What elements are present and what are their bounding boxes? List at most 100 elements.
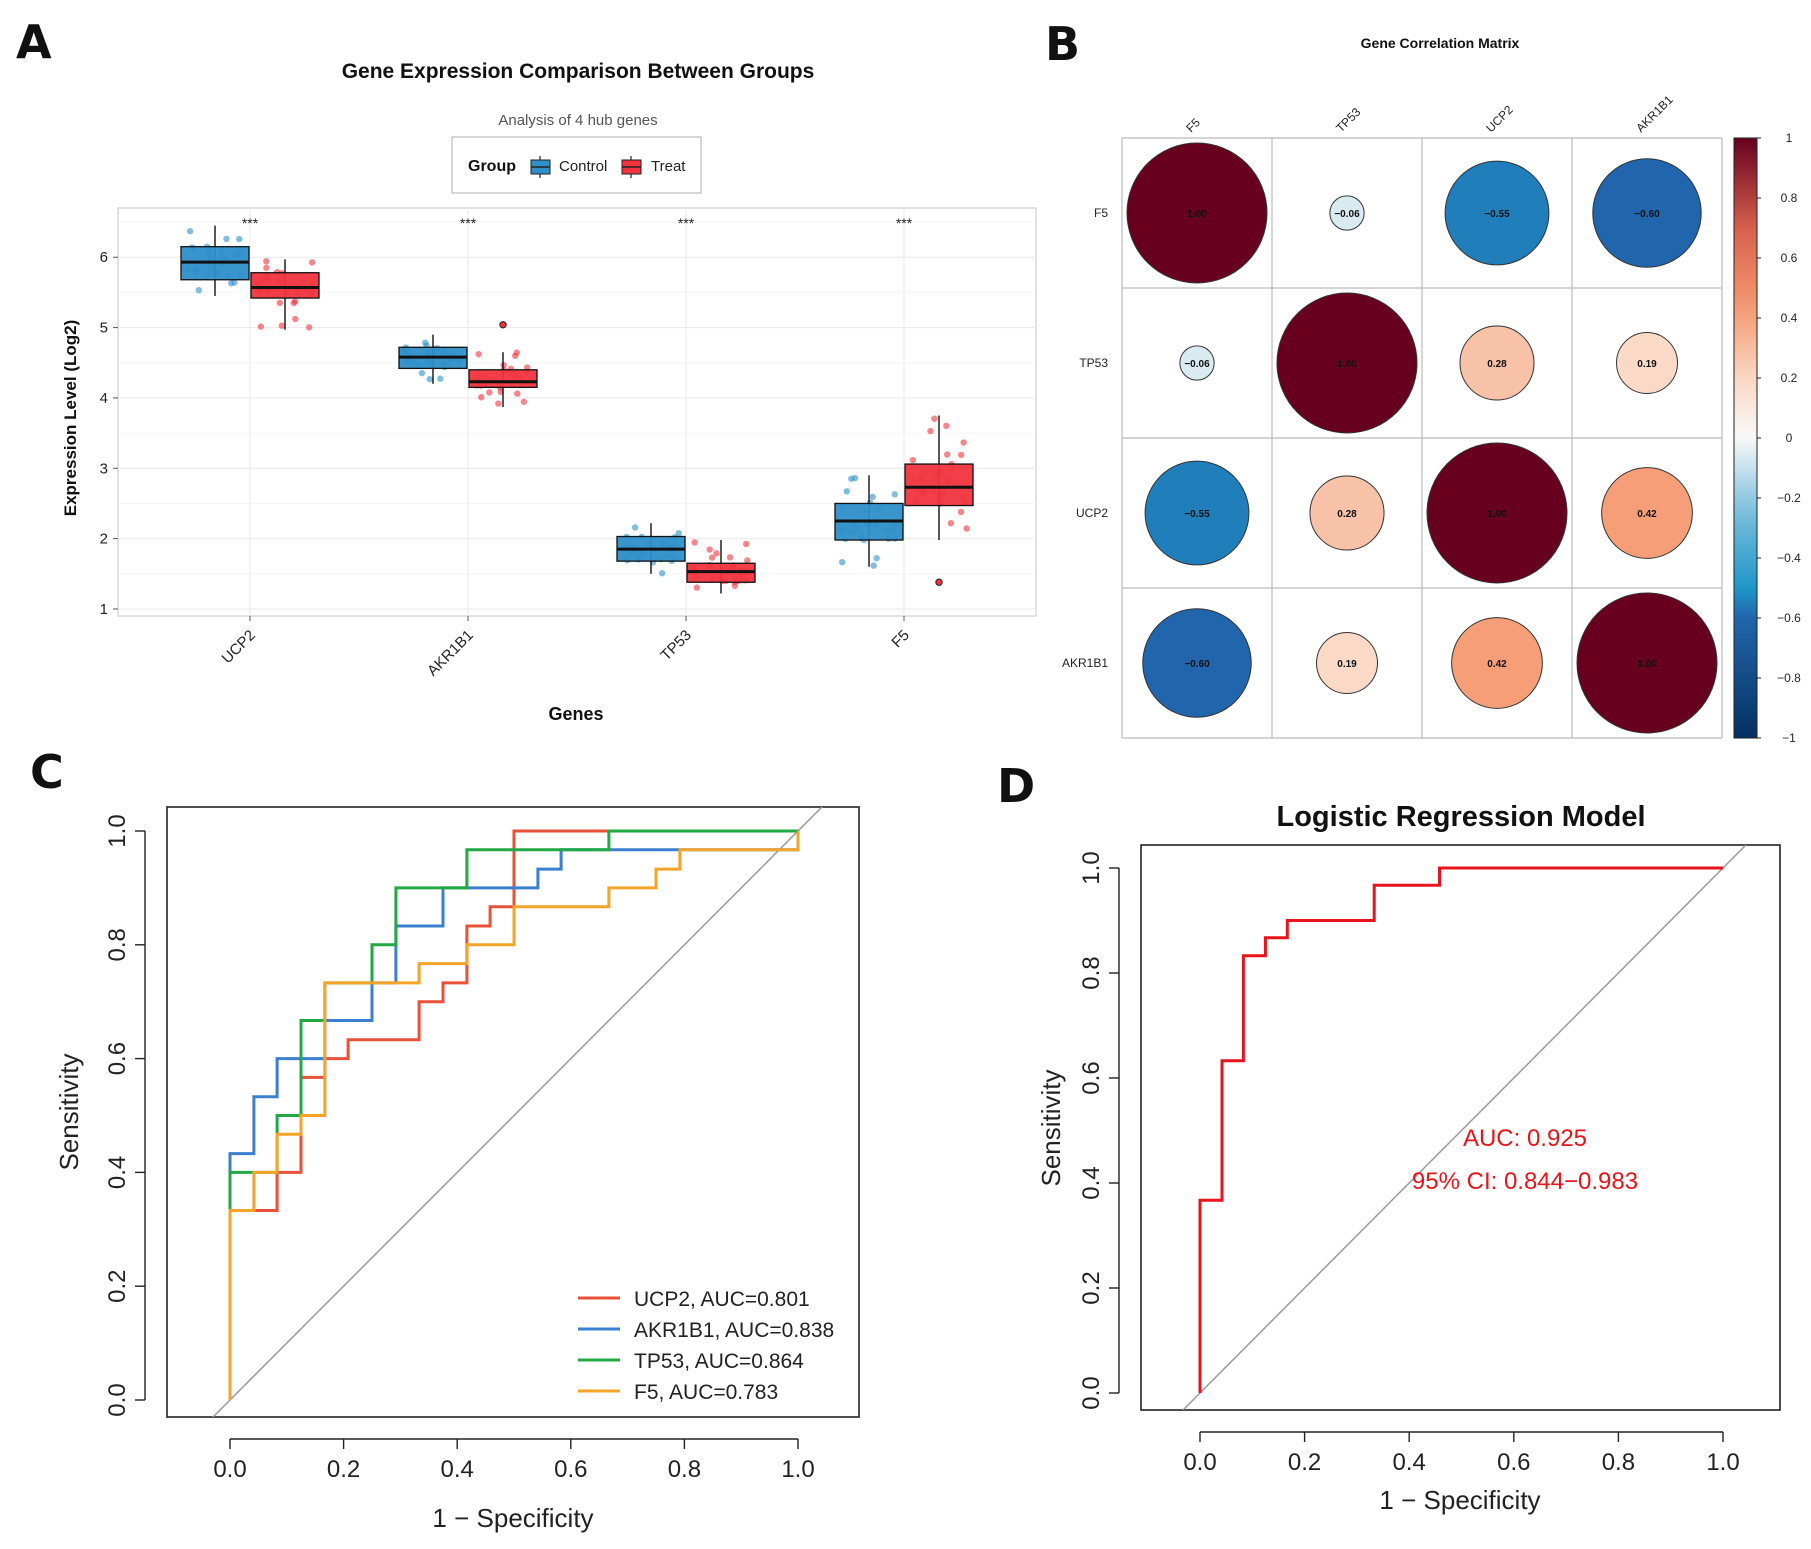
panel-c: C 0.0 0.2 0.4 0.6 0.8 1.0 0.0 0.2 0.4 0.6 0.8 1.0 U… (30, 745, 860, 1533)
panel-a-plot-area (117, 207, 1037, 617)
y-tick-label: 6 (100, 249, 108, 266)
matrix-row-label: TP53 (1079, 356, 1108, 370)
correlation-value: 0.19 (1337, 659, 1357, 670)
jitter-point (744, 557, 751, 564)
correlation-circle (1576, 592, 1718, 734)
colorbar-bar (1733, 137, 1758, 739)
y-tick-label: 0.8 (104, 928, 131, 961)
roc-curve-f5 (228, 831, 800, 1400)
x-tick-label: UCP2 (219, 627, 259, 667)
jitter-point (839, 559, 846, 566)
y-tick-label: 1.0 (1078, 851, 1105, 884)
jitter-point (276, 299, 284, 307)
jitter-point (292, 315, 299, 323)
panel-d-plot-frame (1140, 844, 1781, 1411)
jitter-point (308, 259, 316, 266)
jitter-point (305, 324, 313, 331)
jitter-point (708, 554, 716, 561)
correlation-circle (1126, 142, 1268, 284)
y-tick-label: 0.0 (104, 1383, 131, 1416)
panel-c-xlabel: 1 − Specificity (432, 1503, 593, 1533)
colorbar-tick-label: 0.8 (1781, 191, 1798, 205)
legend-label: AKR1B1, AUC=0.838 (634, 1319, 834, 1342)
panel-a-legend-title: Group (468, 158, 516, 175)
x-tick-label: 0.0 (1183, 1449, 1216, 1476)
correlation-circle (1276, 292, 1418, 434)
panel-b-letter: B (1045, 17, 1080, 71)
jitter-point (495, 400, 502, 407)
correlation-value: 1.00 (1637, 659, 1657, 670)
y-tick-label: 0.6 (1078, 1061, 1105, 1094)
panel-d-xlabel: 1 − Specificity (1379, 1485, 1540, 1515)
correlation-circle (1426, 442, 1568, 584)
y-tick-label: 1.0 (104, 814, 131, 847)
panel-b-colorbar: 1 0.8 0.6 0.4 0.2 0 −0.2 −0.4 −0.6 −0.8 −1 (1733, 131, 1801, 745)
correlation-value: −0.55 (1184, 509, 1210, 520)
jitter-point (520, 398, 528, 405)
correlation-value: 0.19 (1637, 359, 1657, 370)
correlation-circle (1592, 158, 1702, 268)
panel-a-y-ticks: 1 2 3 4 5 6 (100, 249, 118, 618)
y-tick-label: 3 (100, 460, 108, 477)
panel-c-letter: C (30, 745, 64, 799)
panel-a-xlabel: Genes (548, 704, 603, 724)
correlation-circle (1601, 467, 1693, 559)
y-tick-label: 0.2 (104, 1270, 131, 1303)
correlation-value: −0.06 (1184, 359, 1210, 370)
colorbar-tick-label: 0.4 (1781, 311, 1798, 325)
jitter-point (873, 555, 880, 562)
panel-c-legend: UCP2, AUC=0.801 AKR1B1, AUC=0.838 TP53, AU… (578, 1288, 834, 1404)
panel-d-letter: D (997, 759, 1035, 813)
y-tick-label: 1 (100, 601, 108, 618)
significance-label: *** (460, 215, 477, 231)
roc-curve-ucp2 (228, 829, 798, 1400)
x-tick-label: 0.2 (327, 1456, 360, 1483)
legend-label-treat: Treat (651, 158, 686, 175)
y-tick-label: 0.6 (104, 1042, 131, 1075)
x-tick-label: 1.0 (1706, 1449, 1739, 1476)
panel-d-roc-curve (1182, 845, 1747, 1410)
box-treat-f5 (904, 463, 974, 507)
jitter-point (843, 488, 850, 495)
jitter-point (693, 584, 701, 591)
colorbar-tick-label: 0.6 (1781, 251, 1798, 265)
y-tick-label: 0.0 (1078, 1376, 1105, 1409)
jitter-point (437, 375, 444, 382)
correlation-value: 0.42 (1637, 509, 1657, 520)
jitter-point (478, 394, 485, 401)
outlier-point (935, 578, 943, 586)
panel-b: B Gene Correlation Matrix F5 F5 TP53 TP53 UC… (1045, 17, 1801, 745)
jitter-point (957, 451, 965, 459)
correlation-value: 1.00 (1337, 359, 1357, 370)
matrix-col-label: AKR1B1 (1633, 92, 1676, 135)
jitter-point (631, 524, 639, 531)
jitter-point (195, 286, 202, 294)
jitter-point (963, 525, 970, 532)
jitter-point (486, 389, 493, 396)
y-tick-label: 0.2 (1078, 1271, 1105, 1304)
colorbar-tick-label: −0.2 (1777, 491, 1801, 505)
jitter-point (186, 228, 194, 235)
jitter-point (263, 258, 270, 265)
x-tick-label: 0.6 (1497, 1449, 1530, 1476)
panel-a-x-ticks: UCP2 AKR1B1 TP53 F5 (219, 616, 913, 680)
correlation-circle (1329, 195, 1365, 231)
correlation-circle (1315, 631, 1379, 695)
jitter-point (927, 427, 934, 435)
jitter-point (426, 375, 433, 383)
x-tick-label: 0.4 (1393, 1449, 1426, 1476)
panel-a-boxes (180, 225, 974, 594)
correlation-value: −0.06 (1334, 209, 1360, 220)
correlation-value: 1.00 (1187, 209, 1207, 220)
x-tick-label: 0.6 (554, 1456, 587, 1483)
panel-a-ylabel: Expression Level (Log2) (61, 320, 80, 517)
panel-c-roc-curves (211, 807, 824, 1417)
correlation-circle (1459, 325, 1535, 401)
x-tick-label: AKR1B1 (424, 627, 477, 680)
panel-a-legend-box (451, 136, 702, 194)
jitter-point (514, 390, 521, 397)
jitter-point (957, 508, 965, 516)
correlation-circle (1615, 331, 1679, 395)
y-tick-label: 4 (100, 390, 108, 407)
